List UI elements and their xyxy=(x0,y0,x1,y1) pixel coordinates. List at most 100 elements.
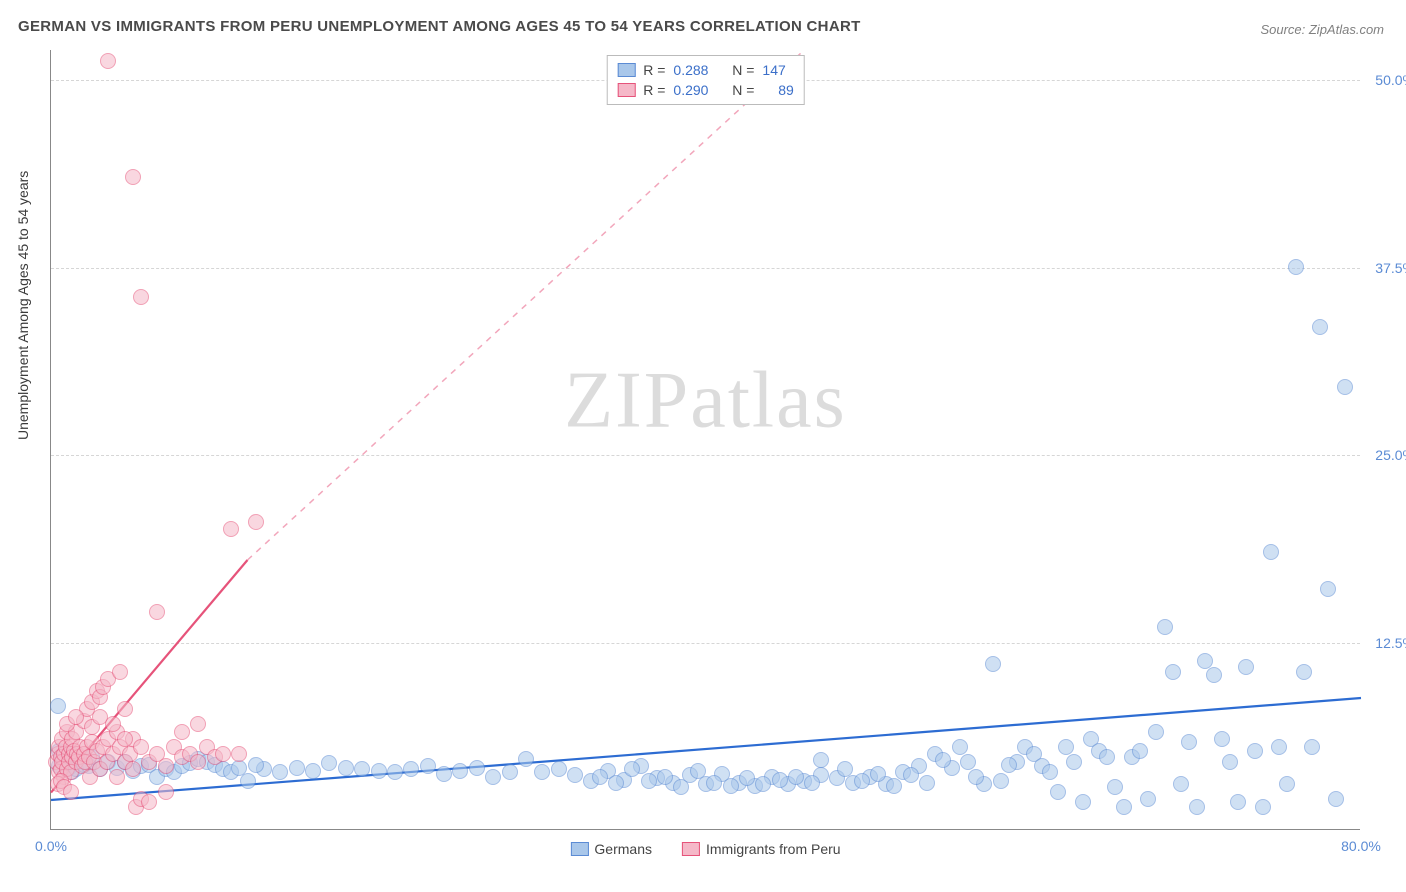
data-point-germans xyxy=(1042,764,1058,780)
data-point-germans xyxy=(968,769,984,785)
data-point-germans xyxy=(690,763,706,779)
data-point-germans xyxy=(837,761,853,777)
legend-label-germans: Germans xyxy=(594,841,652,857)
data-point-germans xyxy=(403,761,419,777)
data-point-germans xyxy=(289,760,305,776)
data-point-germans xyxy=(723,778,739,794)
legend-row-germans: R = 0.288 N = 147 xyxy=(617,60,794,80)
data-point-peru xyxy=(190,754,206,770)
data-point-germans xyxy=(1132,743,1148,759)
data-point-germans xyxy=(1263,544,1279,560)
data-point-germans xyxy=(952,739,968,755)
data-point-germans xyxy=(804,775,820,791)
data-point-germans xyxy=(1116,799,1132,815)
data-point-peru xyxy=(141,794,157,810)
data-point-germans xyxy=(371,763,387,779)
gridline xyxy=(51,455,1360,456)
data-point-germans xyxy=(1173,776,1189,792)
y-axis-label: Unemployment Among Ages 45 to 54 years xyxy=(15,171,31,440)
data-point-germans xyxy=(813,752,829,768)
data-point-germans xyxy=(1214,731,1230,747)
data-point-germans xyxy=(1279,776,1295,792)
y-tick-label: 50.0% xyxy=(1375,72,1406,88)
data-point-germans xyxy=(1328,791,1344,807)
data-point-peru xyxy=(158,758,174,774)
data-point-peru xyxy=(105,716,121,732)
data-point-germans xyxy=(240,773,256,789)
data-point-peru xyxy=(100,53,116,69)
y-tick-label: 25.0% xyxy=(1375,447,1406,463)
x-tick-label: 0.0% xyxy=(35,838,67,854)
data-point-germans xyxy=(436,766,452,782)
data-point-germans xyxy=(1001,757,1017,773)
data-point-germans xyxy=(935,752,951,768)
legend-row-peru: R = 0.290 N = 89 xyxy=(617,80,794,100)
data-point-germans xyxy=(1148,724,1164,740)
data-point-germans xyxy=(739,770,755,786)
data-point-germans xyxy=(960,754,976,770)
y-tick-label: 37.5% xyxy=(1375,260,1406,276)
data-point-peru xyxy=(117,701,133,717)
data-point-germans xyxy=(1304,739,1320,755)
data-point-germans xyxy=(1066,754,1082,770)
data-point-peru xyxy=(190,716,206,732)
plot-area: ZIPatlas 12.5%25.0%37.5%50.0%0.0%80.0% R… xyxy=(50,50,1360,830)
data-point-germans xyxy=(1050,784,1066,800)
data-point-germans xyxy=(886,778,902,794)
data-point-germans xyxy=(248,757,264,773)
data-point-germans xyxy=(534,764,550,780)
data-point-germans xyxy=(1157,619,1173,635)
data-point-peru xyxy=(117,731,133,747)
data-point-germans xyxy=(788,769,804,785)
data-point-germans xyxy=(354,761,370,777)
data-point-peru xyxy=(68,709,84,725)
data-point-germans xyxy=(1255,799,1271,815)
data-point-germans xyxy=(592,769,608,785)
y-tick-label: 12.5% xyxy=(1375,635,1406,651)
data-point-germans xyxy=(567,767,583,783)
data-point-germans xyxy=(485,769,501,785)
data-point-germans xyxy=(903,767,919,783)
data-point-germans xyxy=(1181,734,1197,750)
data-point-germans xyxy=(608,775,624,791)
x-tick-label: 80.0% xyxy=(1341,838,1381,854)
data-point-germans xyxy=(985,656,1001,672)
data-point-germans xyxy=(420,758,436,774)
data-point-peru xyxy=(133,739,149,755)
data-point-germans xyxy=(502,764,518,780)
swatch-peru-icon xyxy=(682,842,700,856)
data-point-germans xyxy=(919,775,935,791)
data-point-peru xyxy=(125,761,141,777)
data-point-germans xyxy=(518,751,534,767)
data-point-germans xyxy=(1107,779,1123,795)
data-point-germans xyxy=(624,761,640,777)
data-point-peru xyxy=(174,724,190,740)
trend-line xyxy=(248,50,805,560)
data-point-germans xyxy=(1271,739,1287,755)
data-point-germans xyxy=(272,764,288,780)
data-point-germans xyxy=(452,763,468,779)
legend-item-germans: Germans xyxy=(570,841,652,857)
data-point-germans xyxy=(1189,799,1205,815)
data-point-peru xyxy=(248,514,264,530)
data-point-germans xyxy=(1238,659,1254,675)
correlation-legend: R = 0.288 N = 147 R = 0.290 N = 89 xyxy=(606,55,805,105)
data-point-peru xyxy=(133,289,149,305)
data-point-germans xyxy=(1230,794,1246,810)
swatch-germans-icon xyxy=(570,842,588,856)
data-point-germans xyxy=(551,761,567,777)
data-point-germans xyxy=(854,773,870,789)
data-point-germans xyxy=(1058,739,1074,755)
legend-item-peru: Immigrants from Peru xyxy=(682,841,841,857)
data-point-germans xyxy=(673,779,689,795)
data-point-peru xyxy=(109,769,125,785)
data-point-germans xyxy=(755,776,771,792)
series-legend: Germans Immigrants from Peru xyxy=(570,841,840,857)
data-point-germans xyxy=(1312,319,1328,335)
data-point-peru xyxy=(231,746,247,762)
data-point-germans xyxy=(305,763,321,779)
legend-label-peru: Immigrants from Peru xyxy=(706,841,841,857)
data-point-germans xyxy=(321,755,337,771)
data-point-germans xyxy=(1320,581,1336,597)
data-point-peru xyxy=(112,664,128,680)
